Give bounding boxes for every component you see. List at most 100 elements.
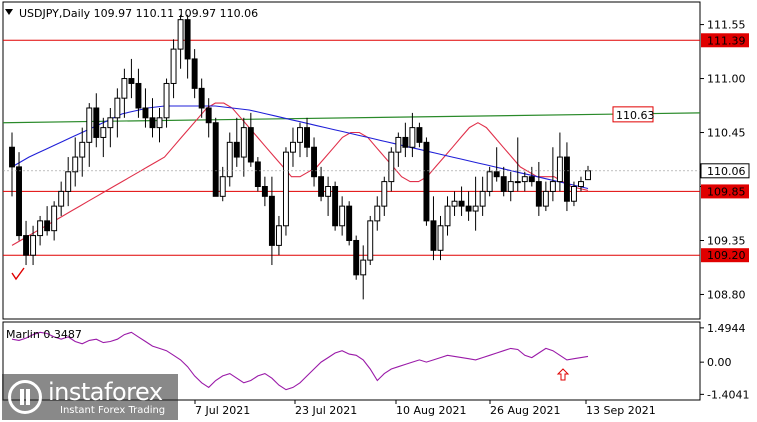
candle-body	[570, 186, 577, 202]
candle-body	[563, 156, 570, 202]
candle-body	[275, 225, 282, 246]
candle-body	[254, 161, 261, 188]
candle-body	[556, 156, 563, 183]
indicator-tick-label: 0.00	[707, 356, 732, 369]
candle-body	[9, 146, 15, 168]
candle-body	[395, 136, 402, 153]
marker-label: 110.63	[616, 109, 655, 122]
candle-body	[100, 127, 107, 138]
ma-green-line	[2, 112, 701, 124]
candle-body	[93, 107, 100, 138]
candle-body	[261, 186, 268, 197]
candle-body	[72, 156, 79, 173]
current-price-label: 110.06	[707, 165, 746, 178]
ma-red-line	[11, 102, 589, 246]
candle-body	[388, 151, 395, 183]
level-price-label: 109.85	[707, 185, 746, 198]
candle-body	[465, 205, 472, 212]
candle-body	[65, 171, 72, 192]
signal-check-icon	[11, 267, 25, 281]
candle-body	[149, 117, 156, 129]
candle-body	[479, 190, 486, 207]
candle-body	[332, 186, 339, 227]
candle-body	[325, 186, 332, 197]
candle-body	[128, 78, 135, 84]
candle-body	[402, 136, 409, 148]
indicator-tick-label: -1.4041	[707, 388, 749, 401]
candle-body	[121, 78, 128, 99]
candle-body	[247, 127, 254, 163]
date-tick-label: 26 Aug 2021	[490, 404, 560, 417]
candle-body	[339, 205, 346, 227]
candle-body	[416, 127, 423, 143]
candle-body	[191, 58, 198, 89]
price-tick-label: 108.80	[707, 288, 746, 301]
candle-body	[304, 127, 310, 148]
candle-body	[219, 176, 226, 197]
candle-body	[30, 235, 37, 256]
candle-body	[409, 127, 416, 148]
candle-body	[79, 141, 86, 158]
watermark: instaforex Instant Forex Trading	[2, 374, 178, 420]
date-tick-label: 23 Jul 2021	[295, 404, 357, 417]
candle-body	[205, 107, 212, 124]
candle-body	[37, 220, 44, 237]
level-price-tag	[701, 184, 749, 199]
candle-body	[16, 166, 22, 237]
candle-body	[58, 190, 65, 207]
candle-body	[381, 181, 388, 207]
current-price-tag	[700, 163, 750, 179]
candle-body	[44, 220, 51, 232]
price-tick-label: 109.35	[707, 234, 746, 247]
date-tick-label: 10 Aug 2021	[396, 404, 466, 417]
candle-body	[528, 176, 535, 183]
candle-body	[437, 225, 444, 251]
signal-arrow-up-icon	[556, 368, 570, 381]
candle-body	[163, 82, 170, 119]
candle-body	[268, 195, 275, 246]
candle-body	[184, 19, 191, 60]
candle-body	[177, 19, 184, 50]
candle-body	[114, 97, 121, 119]
candle-body	[514, 181, 521, 184]
candle-body	[472, 205, 479, 212]
candle-body	[346, 205, 353, 241]
candle-body	[318, 176, 325, 197]
date-tick-label: 13 Sep 2021	[586, 404, 656, 417]
candle-body	[374, 205, 381, 222]
marlin-line	[11, 331, 589, 391]
level-price-label: 111.39	[707, 34, 746, 47]
candle-body	[212, 122, 219, 197]
candle-body	[493, 171, 500, 178]
candle-body	[170, 48, 177, 84]
candle-body	[578, 181, 584, 188]
main-plot-frame	[2, 1, 701, 320]
candle-body	[297, 127, 303, 143]
candle-body	[135, 82, 142, 109]
candle-body	[521, 176, 528, 183]
candle-body	[542, 190, 549, 207]
symbol-info: USDJPY,Daily 109.97 110.11 109.97 110.06	[19, 7, 258, 20]
level-price-label: 109.20	[707, 249, 746, 262]
candle-body	[282, 151, 289, 227]
candle-body	[142, 107, 149, 119]
candle-body	[507, 181, 514, 192]
indicator-tick-label: 1.4944	[707, 322, 746, 335]
candle-body	[423, 141, 430, 222]
candle-body	[458, 200, 465, 207]
candle-body	[311, 146, 318, 178]
level-price-tag	[701, 248, 749, 263]
candle-body	[240, 127, 247, 158]
candle-body	[486, 171, 493, 192]
candle-body	[444, 205, 451, 227]
candle-body	[233, 141, 240, 158]
candle-body	[500, 176, 507, 192]
price-tick-label: 111.55	[707, 19, 746, 32]
candle-body	[430, 220, 437, 251]
date-tick-label: 7 Jul 2021	[195, 404, 250, 417]
price-tick-label: 110.45	[707, 127, 746, 140]
candle-body	[367, 220, 374, 261]
candle-body	[353, 239, 360, 276]
candle-body	[451, 200, 458, 207]
